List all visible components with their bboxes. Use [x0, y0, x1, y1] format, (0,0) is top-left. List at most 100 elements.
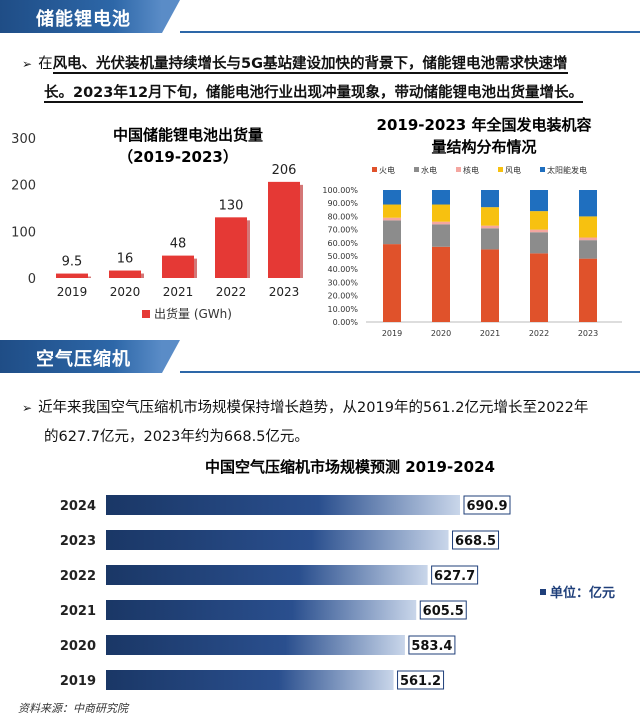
legend-label: 火电: [379, 165, 395, 175]
stacked-bar-segment: [481, 228, 499, 250]
chart-title: 2019-2023 年全国发电装机容: [377, 116, 592, 134]
y-category-label: 2022: [60, 569, 96, 584]
bar: [162, 255, 194, 278]
y-tick-label: 20.00%: [327, 292, 358, 301]
bar: [106, 670, 394, 690]
stacked-bar-segment: [579, 258, 597, 322]
arrow-bullet-icon: ➢: [22, 57, 33, 71]
stacked-bar-segment: [432, 204, 450, 222]
stacked-bar-segment: [432, 224, 450, 247]
stacked-bar-segment: [481, 190, 499, 208]
y-category-label: 2023: [60, 534, 96, 549]
y-tick-label: 50.00%: [327, 252, 358, 261]
data-label-box: [397, 670, 445, 690]
stacked-bar-segment: [579, 216, 597, 238]
bar-shadow: [247, 220, 250, 278]
chart-title: 中国空气压缩机市场规模预测 2019-2024: [205, 458, 495, 476]
stacked-bar-segment: [383, 217, 401, 221]
legend-label: 太阳能发电: [547, 165, 587, 175]
section-header-air-compressor: 空气压缩机: [0, 340, 640, 373]
y-category-label: 2019: [60, 674, 96, 689]
paragraph-line: ➢ 在风电、光伏装机量持续增长与5G基站建设加快的背景下，储能锂电池需求快速增: [22, 50, 622, 79]
section2-paragraph: ➢ 近年来我国空气压缩机市场规模保持增长趋势，从2019年的561.2亿元增长至2…: [22, 394, 622, 452]
data-label: 690.9: [466, 499, 507, 514]
y-tick-label: 80.00%: [327, 212, 358, 221]
y-tick-label: 100: [11, 225, 36, 240]
data-label-box: [463, 495, 511, 515]
power-capacity-structure-chart: 2019-2023 年全国发电装机容 量结构分布情况 火电 水电 核电 风电 太阳能发电…: [322, 116, 622, 338]
x-tick-label: 2019: [57, 285, 88, 299]
data-label-box: [419, 600, 467, 620]
air-compressor-market-chart: 中国空气压缩机市场规模预测 2019-2024 2024 690.9 2023 668…: [60, 458, 615, 690]
chart-title: 量结构分布情况: [431, 138, 536, 156]
paragraph-text: 风电、光伏装机量持续增长与5G基站建设加快的背景下，储能锂电池需求快速增: [52, 56, 568, 74]
data-label: 9.5: [62, 255, 83, 270]
paragraph-text: 近年来我国空气压缩机市场规模保持增长趋势，从2019年的561.2亿元增长至20…: [38, 400, 589, 416]
stacked-bar-segment: [481, 249, 499, 322]
y-tick-label: 100.00%: [322, 186, 358, 195]
y-tick-label: 10.00%: [327, 305, 358, 314]
data-label-box: [408, 635, 456, 655]
chart-legend: 出货量 (GWh): [154, 306, 232, 321]
x-tick-label: 2023: [269, 285, 300, 299]
y-category-label: 2020: [60, 639, 96, 654]
stacked-bar-segment: [383, 204, 401, 218]
legend-swatch: [142, 310, 150, 318]
section-title: 空气压缩机: [36, 349, 131, 370]
paragraph-line: ➢ 近年来我国空气压缩机市场规模保持增长趋势，从2019年的561.2亿元增长至2…: [22, 394, 622, 423]
paragraph-line: 的627.7亿元，2023年约为668.5亿元。: [22, 423, 622, 452]
stacked-bar-segment: [579, 190, 597, 217]
paragraph-text: 长。2023年12月下旬，储能电池行业出现冲量现象，带动储能锂电池出货量增长。: [44, 85, 584, 103]
section-header-band: [0, 0, 180, 33]
legend-label: 水电: [421, 165, 437, 175]
legend-label: 风电: [505, 165, 521, 175]
y-category-label: 2024: [60, 499, 96, 514]
stacked-bar-segment: [383, 220, 401, 245]
stacked-bar-segment: [530, 211, 548, 230]
data-label: 627.7: [434, 569, 475, 584]
legend-swatch: [540, 167, 545, 172]
y-tick-label: 90.00%: [327, 199, 358, 208]
data-label: 668.5: [455, 534, 496, 549]
section-header-band: [0, 340, 180, 373]
data-label: 561.2: [400, 674, 441, 689]
bar: [106, 565, 428, 585]
y-tick-label: 200: [11, 179, 36, 194]
bar: [106, 495, 460, 515]
bar-shadow: [88, 276, 91, 278]
stacked-bar-segment: [579, 237, 597, 241]
x-tick-label: 2022: [529, 329, 549, 338]
paragraph-text: 的627.7亿元，2023年约为668.5亿元。: [44, 429, 309, 445]
bar: [106, 530, 449, 550]
data-label: 48: [170, 237, 187, 252]
y-tick-label: 70.00%: [327, 226, 358, 235]
bar-shadow: [141, 273, 144, 278]
stacked-bar-segment: [530, 190, 548, 212]
section1-paragraph: ➢ 在风电、光伏装机量持续增长与5G基站建设加快的背景下，储能锂电池需求快速增 长…: [22, 50, 622, 108]
x-tick-label: 2023: [578, 329, 598, 338]
x-tick-label: 2020: [110, 285, 141, 299]
y-tick-label: 300: [11, 132, 36, 147]
stacked-bar-segment: [579, 240, 597, 259]
legend-swatch: [456, 167, 461, 172]
y-tick-label: 0: [28, 272, 36, 287]
y-tick-label: 60.00%: [327, 239, 358, 248]
bar: [56, 273, 88, 278]
bar: [268, 181, 300, 278]
bar: [106, 600, 417, 620]
arrow-bullet-icon: ➢: [22, 401, 33, 415]
x-tick-label: 2021: [480, 329, 500, 338]
legend-swatch: [498, 167, 503, 172]
source-note: 资料来源：中商研究院: [18, 702, 128, 715]
bar: [215, 217, 247, 278]
stacked-bar-segment: [530, 229, 548, 233]
chart-title: 中国储能锂电池出货量: [113, 126, 263, 144]
y-category-label: 2021: [60, 604, 96, 619]
x-tick-label: 2020: [431, 329, 451, 338]
y-tick-label: 30.00%: [327, 278, 358, 287]
bar-shadow: [194, 258, 197, 278]
chart-legend: 单位：亿元: [550, 585, 615, 601]
legend-label: 核电: [463, 165, 479, 175]
data-label: 16: [117, 252, 134, 267]
legend-swatch: [372, 167, 377, 172]
